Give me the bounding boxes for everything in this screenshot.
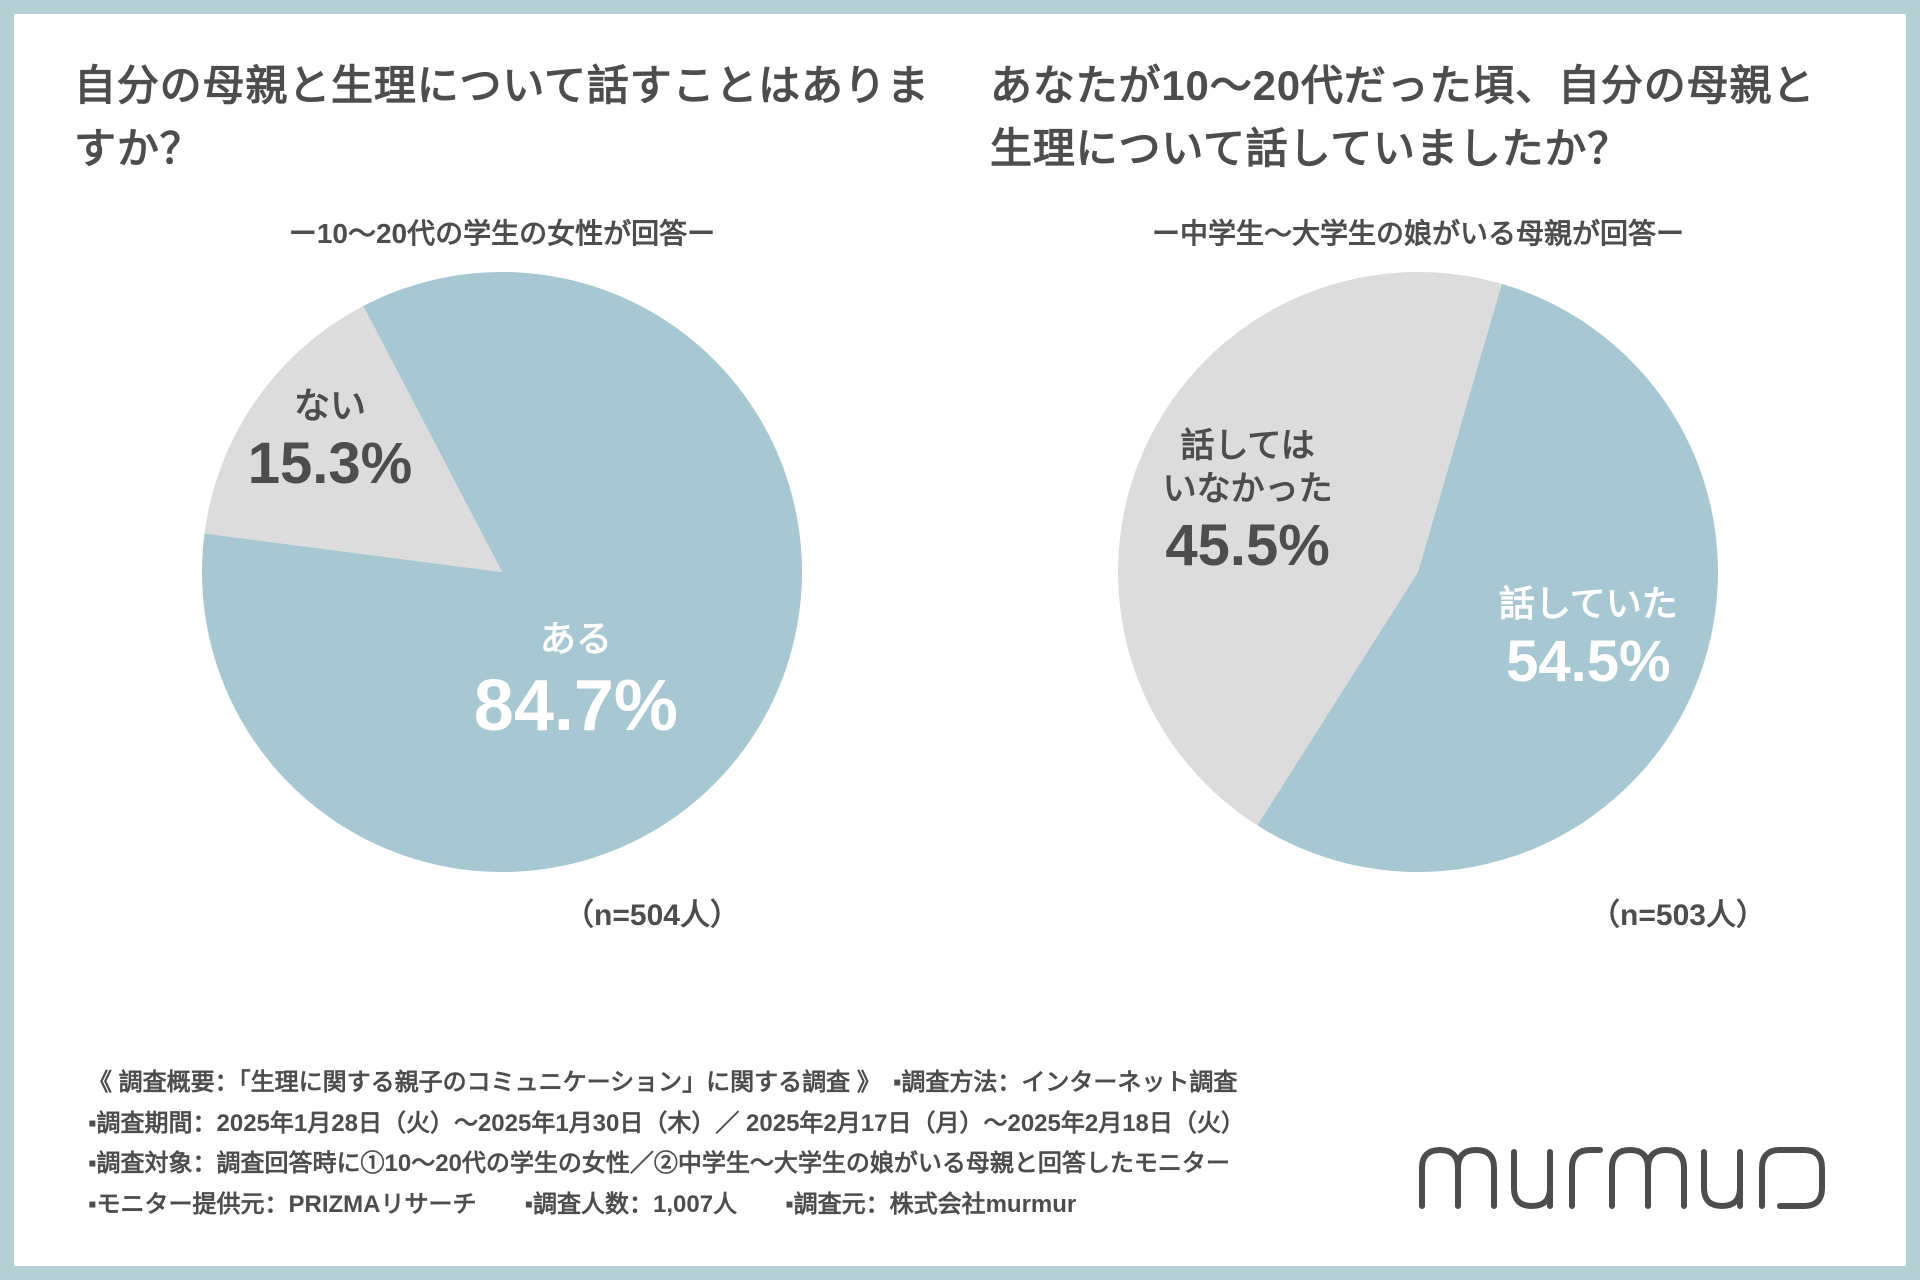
left-question-title: 自分の母親と生理について話すことはありますか？ — [74, 54, 930, 184]
left-pie-chart: ある84.7% ない15.3% — [192, 262, 812, 882]
left-subtitle: ー10～20代の学生の女性が回答ー — [289, 212, 715, 252]
brand-logo — [1412, 1126, 1832, 1216]
left-panel: 自分の母親と生理について話すことはありますか？ ー10～20代の学生の女性が回答… — [74, 54, 930, 934]
survey-note-line: 《 調査概要：「生理に関する親子のコミュニケーション」に関する調査 》 ▪調査方… — [88, 1063, 1245, 1104]
survey-note-line: ▪調査対象：調査回答時に①10～20代の学生の女性／②中学生～大学生の娘がいる母… — [88, 1144, 1245, 1185]
pie-label-yes: ある84.7% — [474, 616, 678, 751]
right-subtitle: ー中学生～大学生の娘がいる母親が回答ー — [1152, 212, 1684, 252]
right-panel: あなたが10～20代だった頃、自分の母親と生理について話していましたか？ ー中学… — [990, 54, 1846, 934]
infographic-frame: 自分の母親と生理について話すことはありますか？ ー10～20代の学生の女性が回答… — [0, 0, 1920, 1280]
pie-label-yes: 話していた54.5% — [1499, 581, 1678, 699]
left-n-label: （n=504人） — [564, 890, 740, 934]
pie-label-no: 話してはいなかった45.5% — [1163, 425, 1333, 583]
right-pie-chart: 話していた54.5% 話してはいなかった45.5% — [1108, 262, 1728, 882]
panels-row: 自分の母親と生理について話すことはありますか？ ー10～20代の学生の女性が回答… — [14, 14, 1906, 934]
survey-note-line: ▪調査期間：2025年1月28日（火）～2025年1月30日（木）／ 2025年… — [88, 1104, 1245, 1145]
pie-label-no: ない15.3% — [248, 383, 412, 501]
right-n-label: （n=503人） — [1590, 890, 1766, 934]
survey-note-line: ▪モニター提供元：PRIZMAリサーチ ▪調査人数：1,007人 ▪調査元：株式… — [88, 1185, 1245, 1226]
right-question-title: あなたが10～20代だった頃、自分の母親と生理について話していましたか？ — [990, 54, 1846, 184]
survey-notes: 《 調査概要：「生理に関する親子のコミュニケーション」に関する調査 》 ▪調査方… — [88, 1063, 1245, 1226]
footer: 《 調査概要：「生理に関する親子のコミュニケーション」に関する調査 》 ▪調査方… — [88, 1063, 1832, 1226]
